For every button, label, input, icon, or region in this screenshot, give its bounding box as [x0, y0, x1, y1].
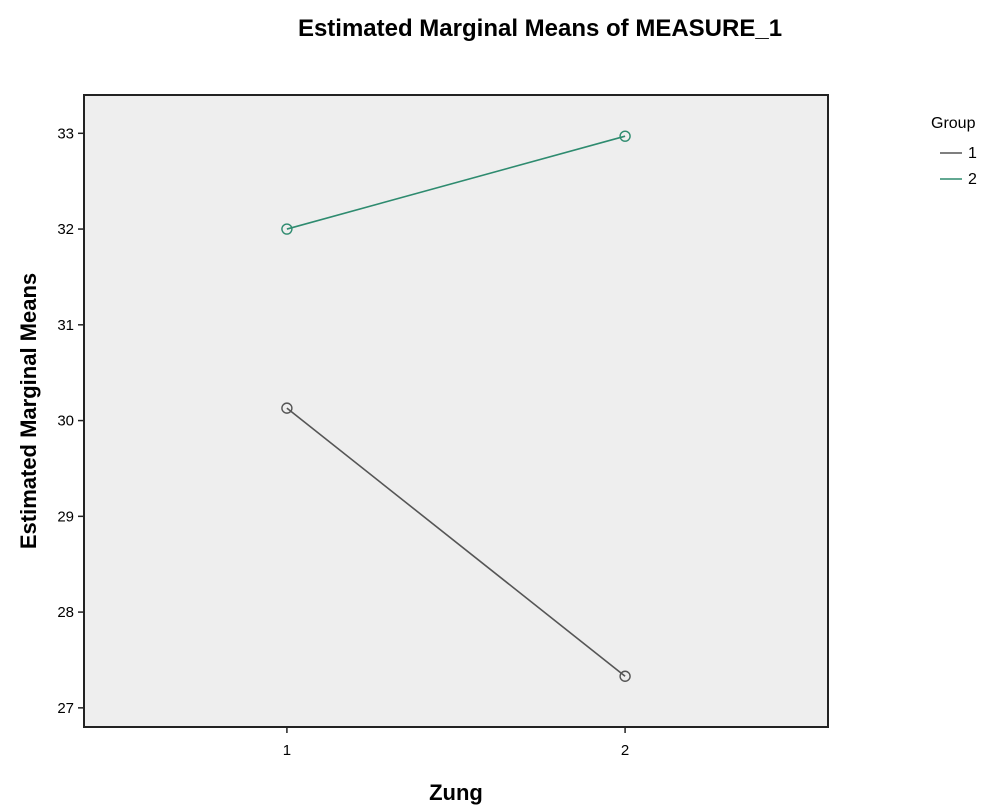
x-tick-label: 1 [283, 742, 291, 759]
series-line-2 [286, 135, 626, 230]
x-tick-label: 2 [621, 742, 629, 759]
data-point-series-1 [619, 670, 631, 682]
y-axis-label: Estimated Marginal Means [16, 273, 41, 549]
y-tick-label: 32 [57, 221, 74, 238]
y-tick-label: 30 [57, 413, 74, 430]
data-point-series-2 [281, 223, 293, 235]
y-tick-label: 31 [57, 317, 74, 334]
data-point-series-2 [619, 130, 631, 142]
y-tick-label: 27 [57, 700, 74, 717]
legend-title: Group [931, 115, 976, 132]
series-layer [281, 130, 631, 682]
chart-title: Estimated Marginal Means of MEASURE_1 [298, 15, 782, 42]
legend-item-label: 1 [968, 145, 977, 162]
legend-item-label: 2 [968, 171, 977, 188]
y-tick-label: 28 [57, 604, 74, 621]
y-tick-label: 29 [57, 508, 74, 525]
plot-area [83, 94, 829, 728]
y-tick-label: 33 [57, 125, 74, 142]
data-point-series-1 [281, 402, 293, 414]
series-line-1 [286, 407, 626, 677]
y-axis: 27 28 29 30 31 32 33 [57, 125, 84, 717]
x-axis-label: Zung [429, 780, 483, 805]
legend: Group 1 2 [931, 115, 977, 188]
